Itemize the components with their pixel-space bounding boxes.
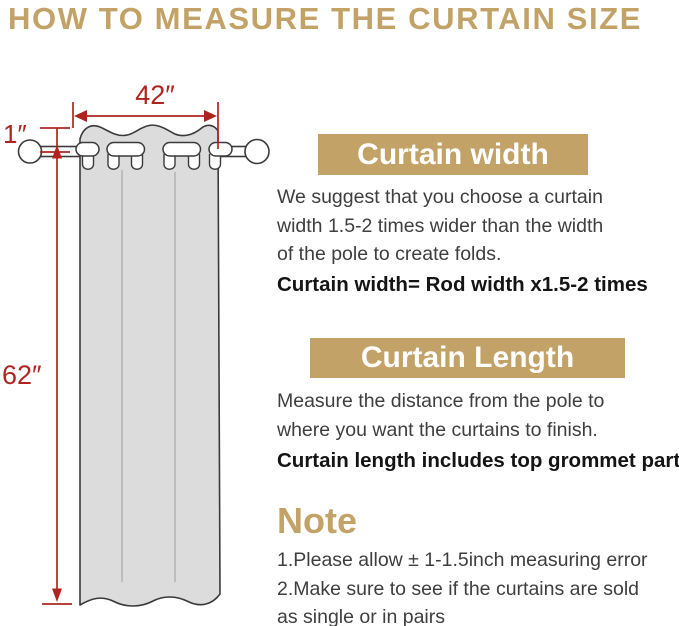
curtain-width-heading-label: Curtain width xyxy=(357,138,549,171)
length-dimension: 62″ xyxy=(2,128,72,605)
note-line: 1.Please allow ± 1-1.5inch measuring err… xyxy=(277,549,648,571)
body-line: We suggest that you choose a curtain xyxy=(277,186,603,208)
curtain-length-formula: Curtain length includes top grommet part xyxy=(277,449,679,472)
grommet-tab xyxy=(187,154,201,170)
note-line: as single or in pairs xyxy=(277,606,445,626)
grommet-slot xyxy=(75,141,100,157)
rod-finial-right xyxy=(244,138,270,165)
grommet-tabs xyxy=(81,154,222,170)
curtain-width-heading: Curtain width xyxy=(318,134,588,175)
grommet-dimension-label: 1″ xyxy=(3,119,27,149)
body-line: Measure the distance from the pole to xyxy=(277,390,605,412)
grommet-slots xyxy=(75,141,233,157)
curtain-width-body: We suggest that you choose a curtain wid… xyxy=(277,183,603,269)
page-title: HOW TO MEASURE THE CURTAIN SIZE xyxy=(8,1,643,36)
body-line: of the pole to create folds. xyxy=(277,243,502,265)
length-dimension-label: 62″ xyxy=(2,360,42,390)
width-dimension-label: 42″ xyxy=(135,80,175,110)
width-dimension: 42″ xyxy=(72,80,219,149)
curtain-length-heading-label: Curtain Length xyxy=(360,341,575,374)
body-line: where you want the curtains to finish. xyxy=(277,418,598,441)
grommet-slot xyxy=(208,141,233,157)
grommet-tab xyxy=(208,154,222,170)
curtain-panel xyxy=(79,124,221,607)
note-heading: Note xyxy=(277,500,357,541)
curtain-length-body: Measure the distance from the pole to wh… xyxy=(277,387,604,444)
note-list: 1.Please allow ± 1-1.5inch measuring err… xyxy=(277,546,648,626)
grommet-tab xyxy=(163,154,176,170)
grommet-tab xyxy=(130,154,144,170)
body-line: width 1.5-2 times wider than the width xyxy=(277,214,604,237)
curtain-length-heading: Curtain Length xyxy=(310,338,625,378)
curtain-width-formula: Curtain width= Rod width x1.5-2 times xyxy=(277,273,648,296)
curtain-diagram: 42″ 1″ 62″ xyxy=(2,80,270,607)
grommet-tab xyxy=(107,154,120,170)
grommet-tab xyxy=(81,154,95,170)
grommet-slot xyxy=(106,141,146,157)
note-line: 2.Make sure to see if the curtains are s… xyxy=(277,577,640,600)
grommet-slot xyxy=(162,141,202,157)
